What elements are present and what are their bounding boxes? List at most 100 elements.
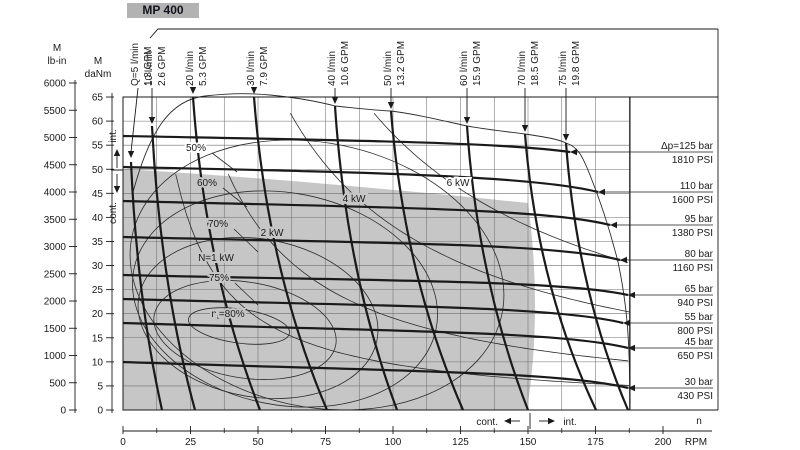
pressure-bar-label: 30 bar [685,377,714,388]
efficiency-label: 75% [209,273,229,284]
flow-gpm-label: 13.2 GPM [396,41,407,86]
flow-gpm-label: 2.6 GPM [157,47,168,86]
danm-tick-label: 35 [92,237,104,248]
int-arrow-icon [113,149,121,156]
danm-axis-symbol: M [94,56,102,67]
int-range-arrow-icon [548,417,555,425]
cont-range-label: cont. [476,417,498,428]
pressure-psi-label: 800 PSI [677,326,713,337]
cont-zone-label: cont. [108,202,119,224]
flow-arrow-icon [189,87,197,94]
efficiency-label: 60% [197,178,217,189]
plot-frame [122,96,631,411]
flow-arrow-icon [387,102,395,109]
lbin-tick-label: 1500 [44,324,67,335]
pressure-psi-label: 1160 PSI [673,263,713,274]
x-tick-label: 25 [185,437,197,448]
danm-tick-label: 25 [92,285,104,296]
pressure-psi-label: 1380 PSI [672,228,713,239]
efficiency-contour [153,280,337,380]
power-curve [175,174,630,386]
efficiency-label: ηt=80% [211,309,244,321]
pressure-arrow-icon [598,188,605,196]
lbin-tick-label: 5500 [44,106,67,117]
power-curve [227,174,628,362]
flow-arrow-icon [463,117,471,124]
pressure-bar-label: 55 bar [685,312,714,323]
danm-tick-label: 60 [92,117,104,128]
flow-gpm-label: 19.8 GPM [571,41,582,86]
flow-curve [333,105,399,411]
int-range-label: int. [563,417,576,428]
pressure-arrow-icon [610,221,617,229]
flow-label: 50 l/min [383,51,394,86]
pressure-arrow-icon [620,256,627,264]
pressure-arrow-icon [628,344,635,352]
lbin-axis-symbol: M [53,43,61,54]
x-tick-label: 200 [655,437,672,448]
pressure-arrow-icon [628,384,635,392]
x-tick-label: 100 [385,437,402,448]
flow-gpm-label: 15.9 GPM [472,41,483,86]
pressure-curve [122,321,629,350]
lbin-tick-label: 4500 [44,160,67,171]
pressure-bar-label: 45 bar [685,337,714,348]
flow-curve [564,142,630,411]
power-label: 6 kW [447,178,470,189]
power-label: N=1 kW [198,253,234,264]
page-title: MP 400 [127,3,199,18]
x-axis-unit: RPM [685,437,707,448]
danm-tick-label: 10 [92,357,104,368]
envelope-curve [132,93,631,411]
lbin-tick-label: 1000 [44,351,67,362]
flow-gpm-label: 10.6 GPM [340,41,351,86]
efficiency-label: 70% [208,219,228,230]
power-label: 4 kW [343,194,366,205]
cont-range-arrow-icon [504,417,511,425]
x-tick-label: 50 [252,437,264,448]
danm-tick-label: 30 [92,261,104,272]
lbin-tick-label: 2500 [44,269,67,280]
lbin-tick-label: 5000 [44,133,67,144]
danm-tick-label: 20 [92,309,104,320]
flow-gpm-label: 1.3 GPM [143,47,154,86]
pressure-bar-label: 95 bar [685,214,714,225]
danm-tick-label: 45 [92,189,104,200]
pressure-arrow-icon [628,291,635,299]
lbin-tick-label: 3500 [44,215,67,226]
flow-curve [191,96,262,411]
pressure-curve [122,199,611,227]
danm-tick-label: 50 [92,165,104,176]
pressure-curve [122,360,629,390]
flow-gpm-label: 7.9 GPM [259,47,270,86]
lbin-tick-label: 6000 [44,79,67,90]
flow-gpm-label: 18.5 GPM [530,41,541,86]
lbin-tick-label: 4000 [44,188,67,199]
flow-arrow-icon [127,151,135,158]
flow-label: 40 l/min [327,51,338,86]
flow-leader [130,87,139,153]
x-tick-label: 0 [120,437,126,448]
flow-label: 20 l/min [185,51,196,86]
pressure-bar-label: 65 bar [685,284,714,295]
x-tick-label: 150 [520,437,537,448]
danm-tick-label: 0 [97,406,103,417]
flow-arrow-icon [562,134,570,141]
pressure-curve [122,297,624,325]
x-tick-label: 75 [320,437,332,448]
pressure-arrow-icon [570,148,577,156]
pressure-psi-label: 650 PSI [677,351,713,362]
flow-arrow-icon [250,87,258,94]
danm-tick-label: 55 [92,141,104,152]
flow-gpm-label: 5.3 GPM [198,47,209,86]
pressure-psi-label: 1810 PSI [672,155,713,166]
pressure-bar-label: 80 bar [685,249,714,260]
flow-arrow-icon [331,97,339,104]
x-axis-symbol: n [696,416,702,427]
pressure-arrow-icon [623,319,630,327]
pressure-curve [122,235,621,262]
lbin-tick-label: 3000 [44,242,67,253]
pressure-curve [122,165,599,194]
cont-arrow-icon [113,186,121,193]
